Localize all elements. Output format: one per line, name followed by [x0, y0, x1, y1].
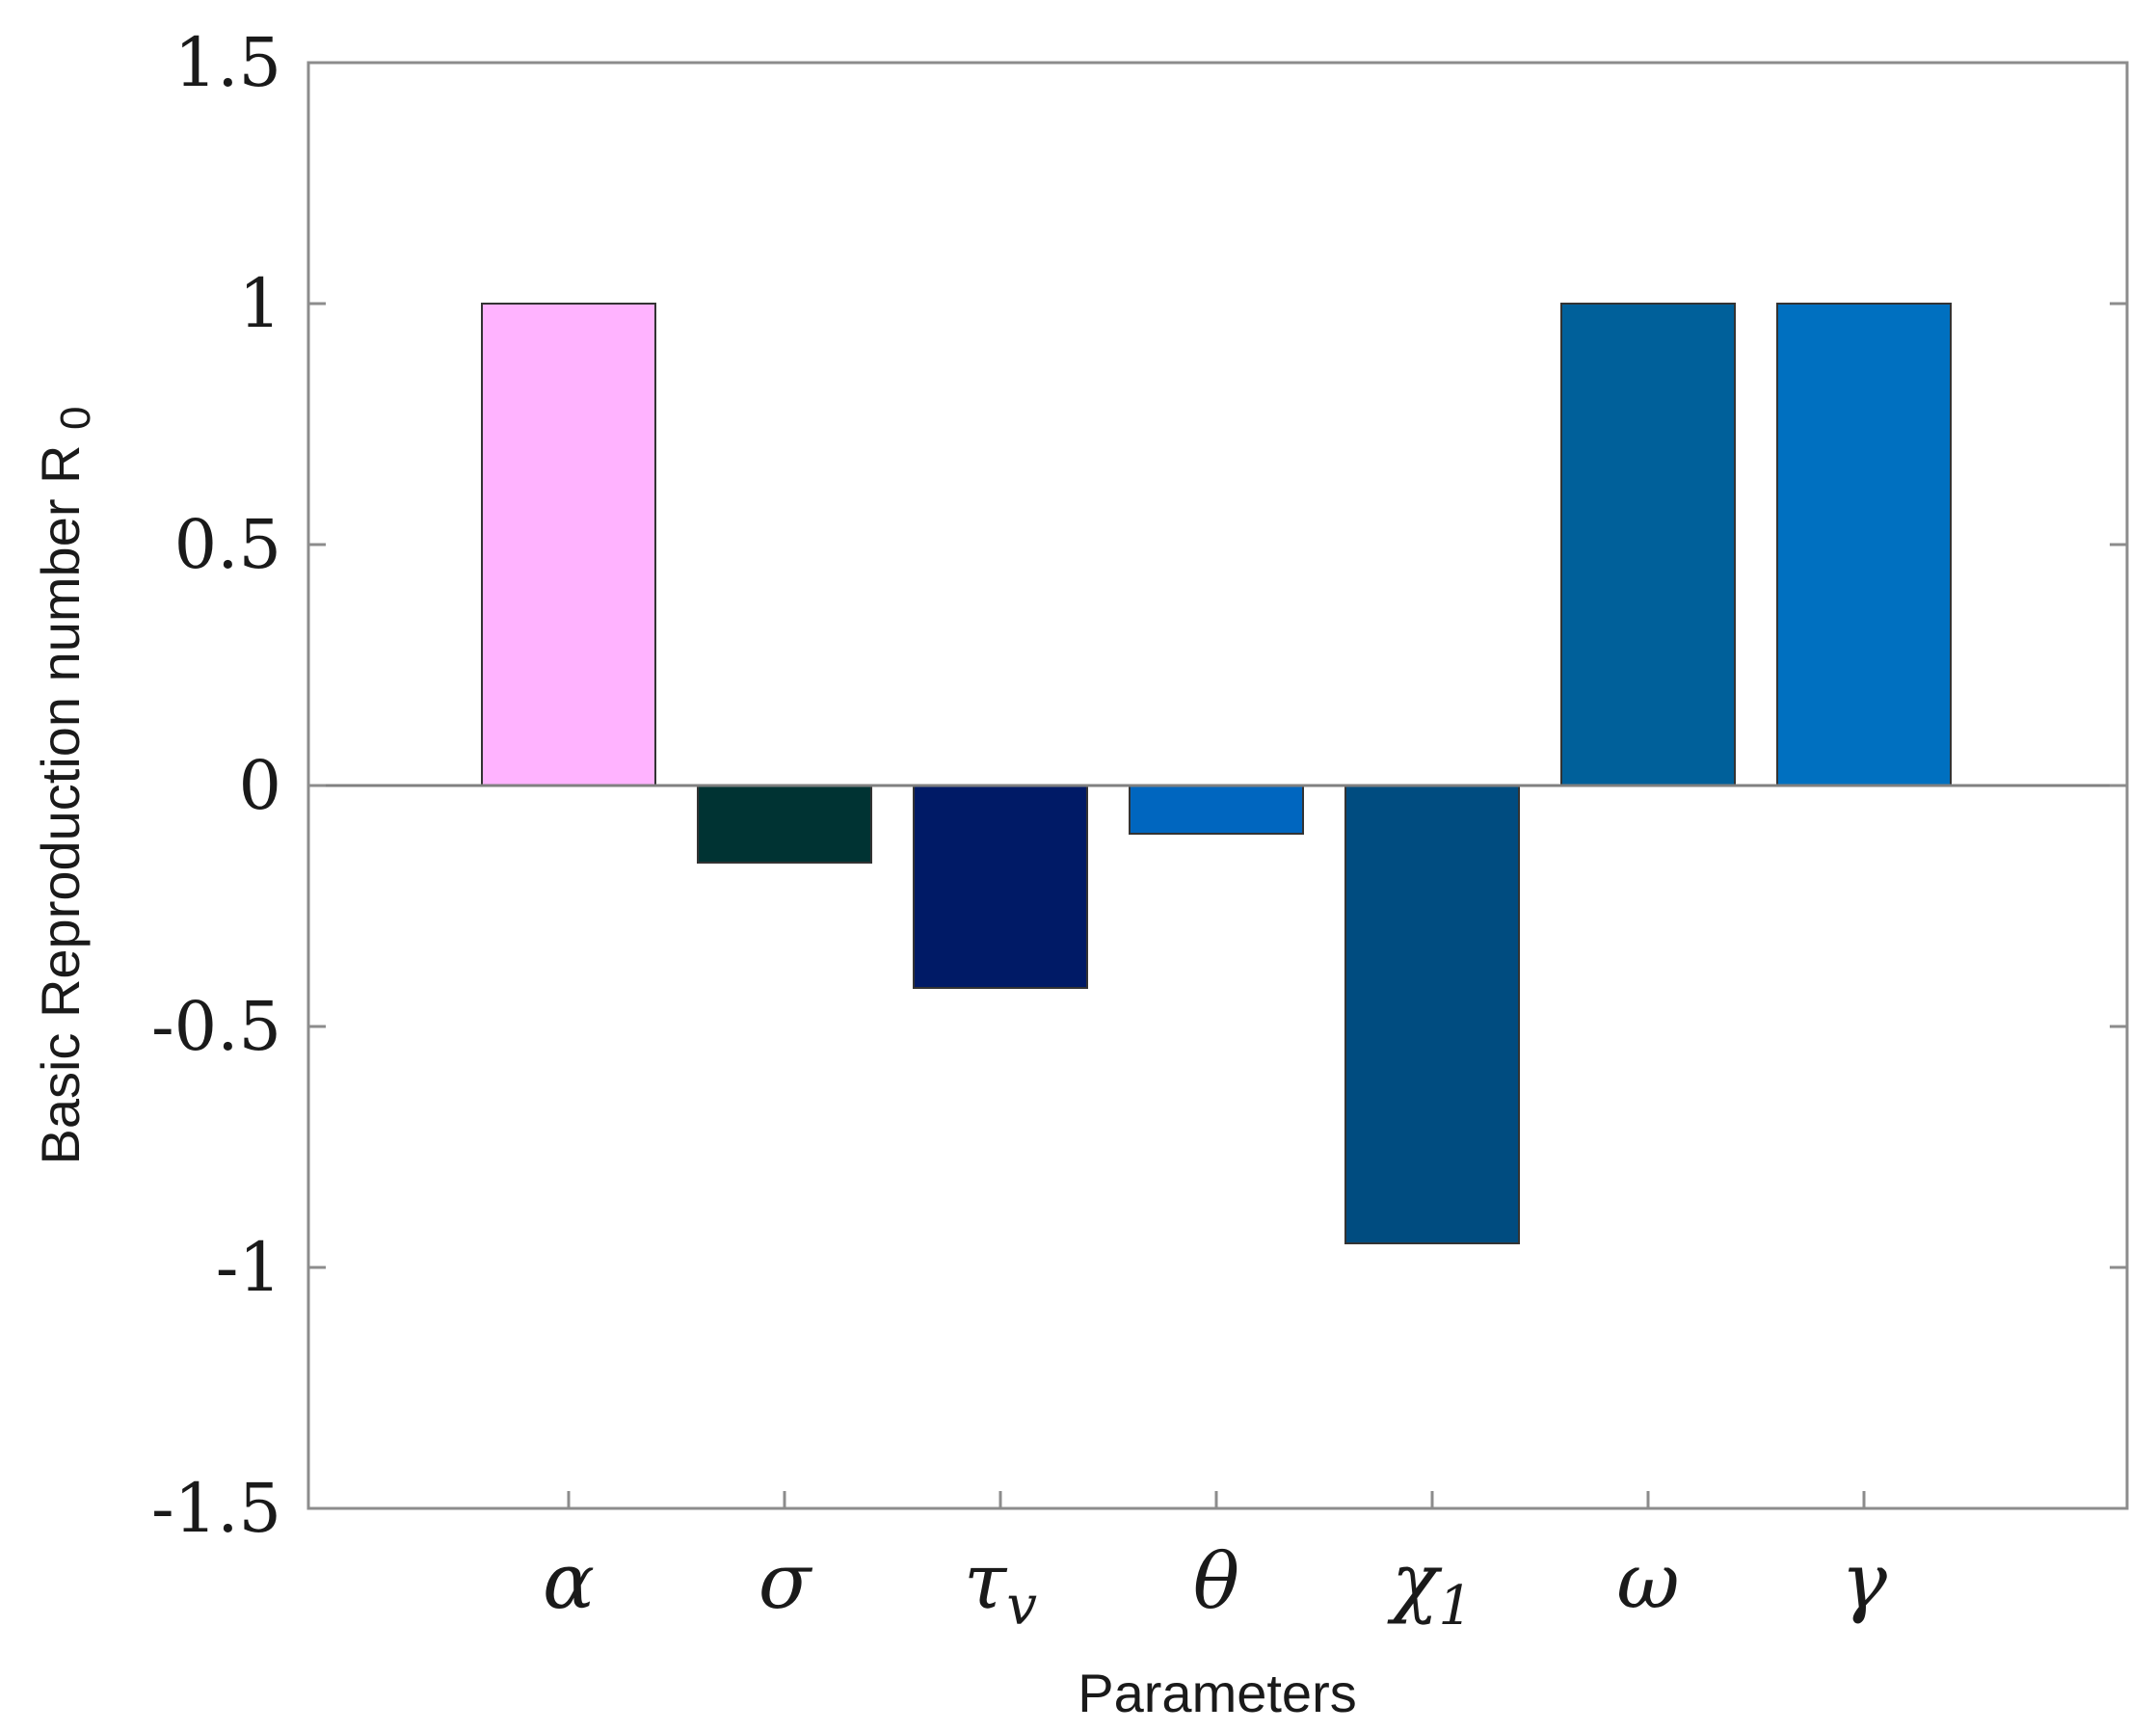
x-tick-label: σ: [759, 1536, 813, 1626]
y-tick-label: -0.5: [151, 987, 281, 1066]
y-tick-label: 1.5: [174, 23, 281, 102]
bars-layer: [481, 303, 1952, 1244]
x-tick-label-symbol: θ: [1193, 1536, 1239, 1626]
y-tick-label: 0: [238, 746, 281, 825]
bar-6: [1560, 303, 1736, 786]
y-tick-label: -1.5: [151, 1469, 281, 1548]
x-tick-label: θ: [1193, 1536, 1239, 1626]
bar-5: [1344, 785, 1520, 1244]
bar-3: [913, 785, 1088, 989]
y-axis-title: Basic Reproduction number R 0: [30, 406, 99, 1164]
y-axis-title-subscript: 0: [52, 406, 99, 429]
y-tick-labels: -1.5 -1 -0.5 0 0.5 1 1.5: [151, 23, 281, 1548]
ticks-layer: [308, 61, 2127, 1510]
bar-7: [1776, 303, 1952, 786]
bar-2: [697, 785, 872, 864]
x-tick-label: γ: [1841, 1536, 1887, 1626]
y-axis-title-main: Basic Reproduction number R: [30, 445, 91, 1165]
x-tick-label: χ1: [1387, 1536, 1473, 1638]
y-tick-label: 1: [238, 264, 281, 343]
x-tick-label-subscript: v: [1006, 1575, 1037, 1638]
x-tick-label-subscript: 1: [1438, 1575, 1473, 1638]
x-tick-label: ω: [1616, 1536, 1679, 1626]
bar-4: [1129, 785, 1304, 835]
y-tick-label: -1: [216, 1228, 281, 1307]
x-tick-label-symbol: ω: [1616, 1536, 1679, 1626]
x-tick-label-symbol: τ: [964, 1536, 1008, 1626]
y-tick-label: 0.5: [174, 505, 281, 584]
x-tick-label-symbol: γ: [1841, 1536, 1887, 1626]
x-tick-label-symbol: σ: [759, 1536, 813, 1626]
x-tick-label: α: [543, 1536, 595, 1626]
x-tick-label: τv: [964, 1536, 1037, 1638]
bar-1: [481, 303, 656, 786]
x-tick-label-symbol: χ: [1387, 1536, 1443, 1626]
x-axis-title: Parameters: [1078, 1663, 1356, 1723]
x-tick-labels: α σ τv θ χ1 ω γ: [543, 1536, 1887, 1638]
x-tick-label-symbol: α: [543, 1536, 595, 1626]
